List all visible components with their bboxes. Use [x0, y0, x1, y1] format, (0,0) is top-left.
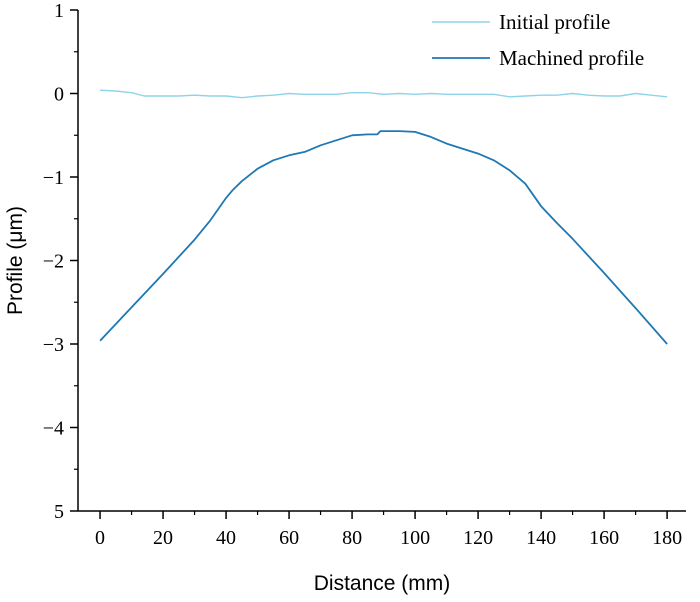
x-tick-label: 20	[153, 527, 173, 549]
y-tick-label: −3	[43, 334, 64, 356]
x-tick-label: 40	[216, 527, 236, 549]
x-tick-label: 100	[400, 527, 430, 549]
x-axis-title: Distance (mm)	[314, 572, 451, 595]
y-tick-label: −4	[43, 418, 64, 440]
x-tick-label: 120	[463, 527, 493, 549]
x-tick-label: 140	[526, 527, 556, 549]
legend-label-machined: Machined profile	[499, 46, 644, 70]
x-tick-label: 60	[279, 527, 299, 549]
y-axis-ticks: 1 0 −1 −2 −3 −4 5	[43, 0, 78, 523]
y-axis-title: Profile (μm)	[4, 206, 27, 315]
x-tick-label: 160	[589, 527, 619, 549]
x-axis-ticks: 0 20 40 60 80 100 120 140 160 180	[95, 511, 682, 549]
initial-profile-line	[100, 89, 668, 99]
legend: Initial profile Machined profile	[432, 10, 644, 70]
y-tick-label: 0	[54, 84, 64, 106]
x-tick-label: 180	[652, 527, 682, 549]
y-tick-label: −1	[43, 167, 64, 189]
x-tick-label: 80	[342, 527, 362, 549]
y-tick-label: 1	[54, 0, 64, 22]
y-tick-label: −2	[43, 251, 64, 273]
series-layer	[99, 89, 668, 345]
legend-label-initial: Initial profile	[499, 10, 610, 34]
x-tick-label: 0	[95, 527, 105, 549]
y-tick-label: 5	[54, 501, 64, 523]
machined-profile-line	[99, 130, 668, 345]
